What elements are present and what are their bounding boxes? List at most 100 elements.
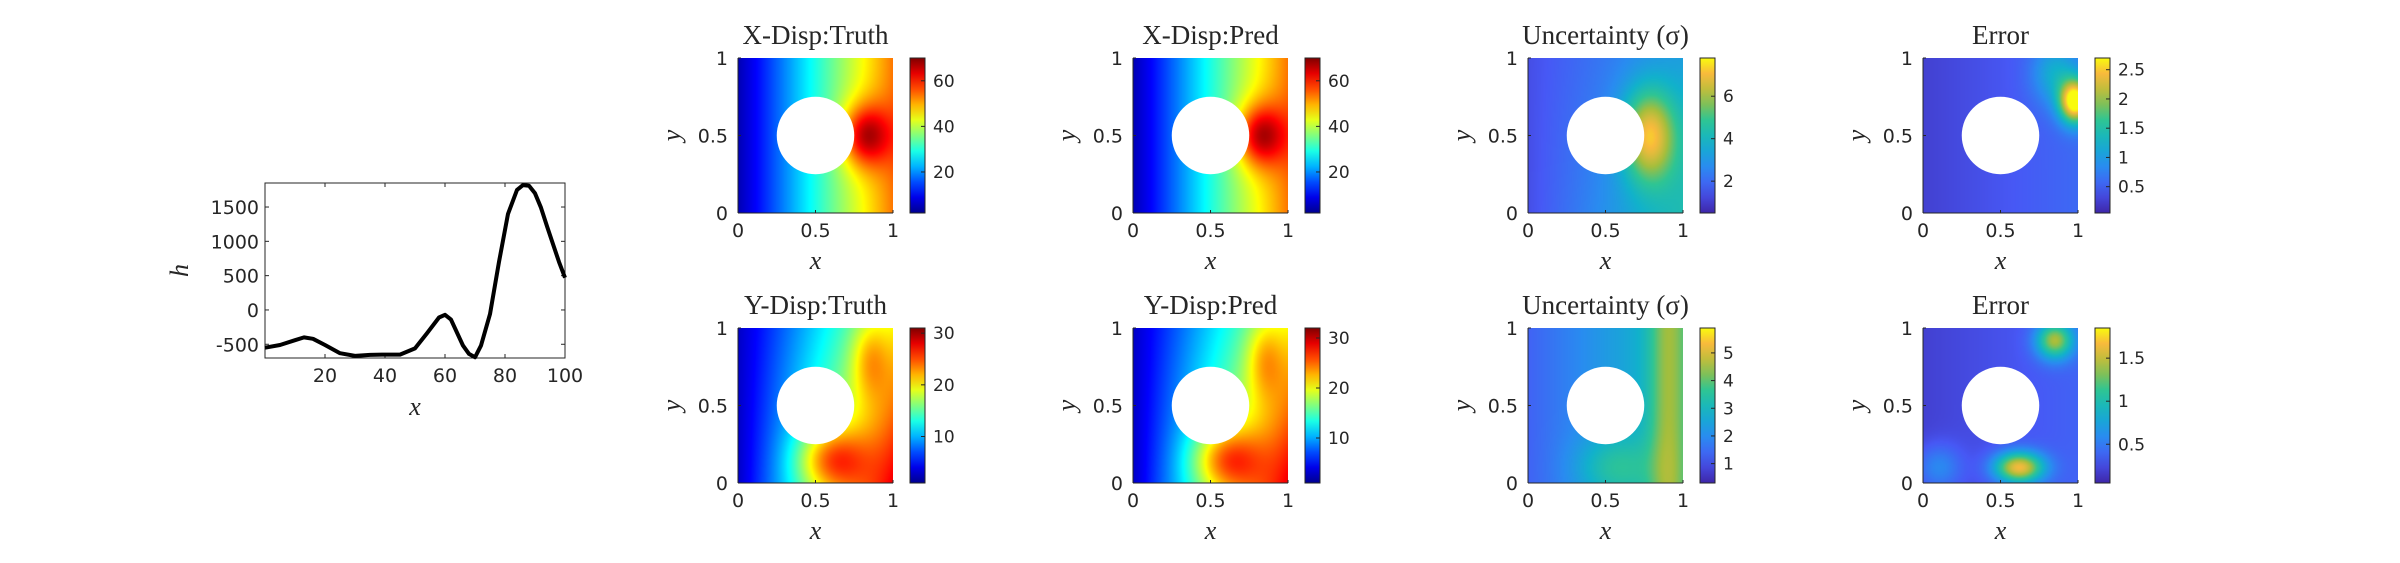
y-tick-label: 0 bbox=[1901, 473, 1913, 495]
colorbar bbox=[1699, 57, 1716, 214]
colorbar-tick-label: 2 bbox=[2118, 90, 2129, 110]
colorbar-tick-label: 20 bbox=[933, 376, 955, 396]
colorbar bbox=[2094, 57, 2111, 214]
colorbar bbox=[2094, 327, 2111, 484]
x-tick-label: 100 bbox=[547, 365, 583, 387]
y-tick-label: 0 bbox=[1111, 473, 1123, 495]
heatmap-panel-x-pred: 0 0.5 1 0 0.5 1 X-Disp:Pred x y 20 40 60 bbox=[1052, 20, 1350, 275]
y-tick-label: 0.5 bbox=[1883, 126, 1913, 148]
x-tick-label: 0.5 bbox=[1195, 220, 1225, 242]
y-tick-label: 0.5 bbox=[1488, 126, 1518, 148]
colorbar-tick-label: 6 bbox=[1723, 87, 1734, 107]
hole bbox=[1566, 366, 1645, 445]
colorbar-tick-label: 1.5 bbox=[2118, 119, 2145, 139]
heatmap-panel-x-truth: 0 0.5 1 0 0.5 1 X-Disp:Truth x y 20 40 60 bbox=[657, 20, 955, 275]
x-tick-label: 1 bbox=[1677, 220, 1689, 242]
colorbar-tick-label: 1 bbox=[2118, 392, 2129, 412]
y-tick-label: 0.5 bbox=[698, 396, 728, 418]
x-axis-label: x bbox=[1204, 516, 1217, 545]
hole bbox=[1566, 96, 1645, 175]
colorbar bbox=[1304, 57, 1321, 214]
x-tick-label: 1 bbox=[1282, 490, 1294, 512]
y-tick-label: 0.5 bbox=[698, 126, 728, 148]
hole bbox=[1961, 366, 2040, 445]
y-axis-label: y bbox=[1052, 129, 1081, 144]
panel-title: Error bbox=[1972, 290, 2029, 320]
colorbar-tick-label: 30 bbox=[1328, 329, 1350, 349]
x-tick-label: 40 bbox=[373, 365, 397, 387]
x-tick-label: 1 bbox=[1282, 220, 1294, 242]
colorbar-tick-label: 5 bbox=[1723, 344, 1734, 364]
x-tick-label: 0 bbox=[1522, 490, 1534, 512]
y-tick-label: 1500 bbox=[211, 197, 259, 219]
x-tick-label: 60 bbox=[433, 365, 457, 387]
hole bbox=[776, 366, 855, 445]
panel-title: X-Disp:Pred bbox=[1142, 20, 1279, 50]
x-tick-label: 0 bbox=[1917, 220, 1929, 242]
x-tick-label: 1 bbox=[887, 490, 899, 512]
y-axis-label: y bbox=[1842, 129, 1871, 144]
y-tick-label: 0 bbox=[716, 203, 728, 225]
y-tick-label: 0 bbox=[1111, 203, 1123, 225]
x-tick-label: 1 bbox=[2072, 220, 2084, 242]
y-axis-label: y bbox=[1052, 399, 1081, 414]
y-tick-label: 1 bbox=[1901, 318, 1913, 340]
colorbar-tick-label: 2 bbox=[1723, 172, 1734, 192]
series-line bbox=[264, 183, 567, 360]
x-axis-label: x bbox=[1204, 246, 1217, 275]
panel-title: Uncertainty (σ) bbox=[1522, 290, 1689, 320]
panel-title: Y-Disp:Truth bbox=[744, 290, 888, 320]
y-tick-label: 1000 bbox=[211, 231, 259, 253]
x-axis-label: x bbox=[408, 392, 421, 421]
x-axis-label: x bbox=[1599, 516, 1612, 545]
colorbar-tick-label: 1 bbox=[2118, 148, 2129, 168]
colorbar-tick-label: 10 bbox=[933, 428, 955, 448]
x-tick-label: 0 bbox=[732, 220, 744, 242]
line-chart: 20 40 60 80 100 -500 0 500 1000 1500 x h bbox=[165, 182, 583, 421]
colorbar-tick-label: 10 bbox=[1328, 429, 1350, 449]
y-tick-label: 0.5 bbox=[1488, 396, 1518, 418]
x-axis-label: x bbox=[1994, 516, 2007, 545]
colorbar-tick-label: 1.5 bbox=[2118, 349, 2145, 369]
y-tick-label: 500 bbox=[223, 266, 259, 288]
colorbar-tick-label: 1 bbox=[1723, 455, 1734, 475]
x-tick-label: 0.5 bbox=[1590, 490, 1620, 512]
x-axis-label: x bbox=[809, 516, 822, 545]
x-axis-label: x bbox=[1994, 246, 2007, 275]
x-tick-label: 0.5 bbox=[800, 220, 830, 242]
colorbar bbox=[1699, 327, 1716, 484]
y-tick-label: 0.5 bbox=[1883, 396, 1913, 418]
colorbar-tick-label: 30 bbox=[933, 324, 955, 344]
panel-title: Error bbox=[1972, 20, 2029, 50]
colorbar-tick-label: 60 bbox=[933, 72, 955, 92]
y-axis-label: y bbox=[1842, 399, 1871, 414]
hole bbox=[776, 96, 855, 175]
y-axis-label: y bbox=[657, 399, 686, 414]
y-tick-label: 1 bbox=[1506, 48, 1518, 70]
y-tick-label: 0.5 bbox=[1093, 396, 1123, 418]
x-tick-label: 0.5 bbox=[800, 490, 830, 512]
y-tick-label: 0 bbox=[247, 300, 259, 322]
y-tick-label: 0 bbox=[1506, 203, 1518, 225]
y-axis-label: h bbox=[165, 264, 194, 277]
y-tick-label: 1 bbox=[1506, 318, 1518, 340]
y-tick-label: 0.5 bbox=[1093, 126, 1123, 148]
x-tick-label: 0 bbox=[1127, 490, 1139, 512]
colorbar-tick-label: 2.5 bbox=[2118, 61, 2145, 81]
colorbar-tick-label: 20 bbox=[933, 163, 955, 183]
x-tick-label: 0 bbox=[732, 490, 744, 512]
panel-title: X-Disp:Truth bbox=[742, 20, 889, 50]
colorbar-tick-label: 20 bbox=[1328, 163, 1350, 183]
panel-title: Y-Disp:Pred bbox=[1144, 290, 1278, 320]
line-chart-axes-box bbox=[264, 182, 566, 359]
colorbar-tick-label: 0.5 bbox=[2118, 435, 2145, 455]
x-tick-label: 1 bbox=[887, 220, 899, 242]
x-tick-label: 20 bbox=[313, 365, 337, 387]
x-axis-label: x bbox=[1599, 246, 1612, 275]
colorbar bbox=[909, 327, 926, 484]
y-tick-label: 1 bbox=[716, 318, 728, 340]
x-tick-label: 0.5 bbox=[1195, 490, 1225, 512]
